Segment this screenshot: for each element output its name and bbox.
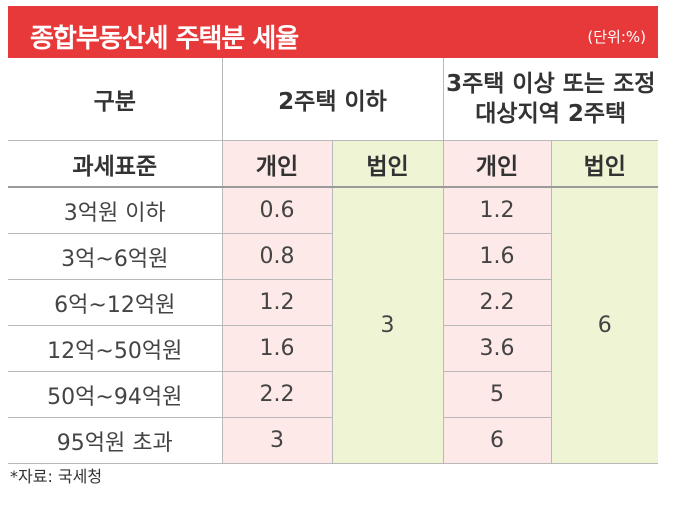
header-g1-individual: 개인 — [222, 140, 333, 188]
header-row-1: 구분 2주택 이하 3주택 이상 또는 조정대상지역 2주택 — [8, 58, 658, 141]
table-row: 95억원 초과 3 6 — [8, 417, 658, 464]
header-g1-corporation: 법인 — [332, 140, 444, 188]
table-row: 3억~6억원 0.8 1.6 — [8, 233, 658, 280]
header-row-2: 과세표준 개인 법인 개인 법인 — [8, 140, 658, 188]
g2-corporation-cell: 6 — [551, 187, 658, 464]
g2-individual-cell: 2.2 — [443, 279, 552, 326]
header-group-1: 2주택 이하 — [222, 58, 444, 141]
g2-individual-cell: 1.6 — [443, 233, 552, 280]
tax-base-cell: 50억~94억원 — [8, 371, 223, 418]
tax-base-cell: 3억원 이하 — [8, 187, 223, 234]
tax-base-cell: 95억원 초과 — [8, 417, 223, 464]
tax-base-cell: 6억~12억원 — [8, 279, 223, 326]
unit-label: (단위:%) — [587, 28, 646, 46]
table-row: 3억원 이하 0.6 3 1.2 6 — [8, 187, 658, 464]
g1-individual-cell: 2.2 — [222, 371, 333, 418]
tax-base-cell: 3억~6억원 — [8, 233, 223, 280]
page-title: 종합부동산세 주택분 세율 — [30, 24, 299, 54]
header-g2-individual: 개인 — [443, 140, 552, 188]
header-g2-corporation: 법인 — [551, 140, 658, 188]
header-group-2: 3주택 이상 또는 조정대상지역 2주택 — [443, 58, 658, 141]
header-category: 구분 — [8, 58, 223, 141]
g1-individual-cell: 0.8 — [222, 233, 333, 280]
header-tax-base: 과세표준 — [8, 140, 223, 188]
g1-individual-cell: 0.6 — [222, 187, 333, 234]
table-row: 12억~50억원 1.6 3.6 — [8, 325, 658, 372]
g2-individual-cell: 1.2 — [443, 187, 552, 234]
g1-corporation-cell: 3 — [332, 187, 444, 464]
g2-individual-cell: 3.6 — [443, 325, 552, 372]
source-note: *자료: 국세청 — [10, 467, 103, 486]
g1-individual-cell: 1.6 — [222, 325, 333, 372]
title-bar: 종합부동산세 주택분 세율 (단위:%) — [8, 6, 658, 58]
g2-individual-cell: 6 — [443, 417, 552, 464]
table-row: 6억~12억원 1.2 2.2 — [8, 279, 658, 326]
tax-base-cell: 12억~50억원 — [8, 325, 223, 372]
g2-individual-cell: 5 — [443, 371, 552, 418]
g1-individual-cell: 1.2 — [222, 279, 333, 326]
g1-individual-cell: 3 — [222, 417, 333, 464]
table-row: 50억~94억원 2.2 5 — [8, 371, 658, 418]
tax-rate-table: 구분 2주택 이하 3주택 이상 또는 조정대상지역 2주택 과세표준 개인 법… — [8, 58, 658, 464]
